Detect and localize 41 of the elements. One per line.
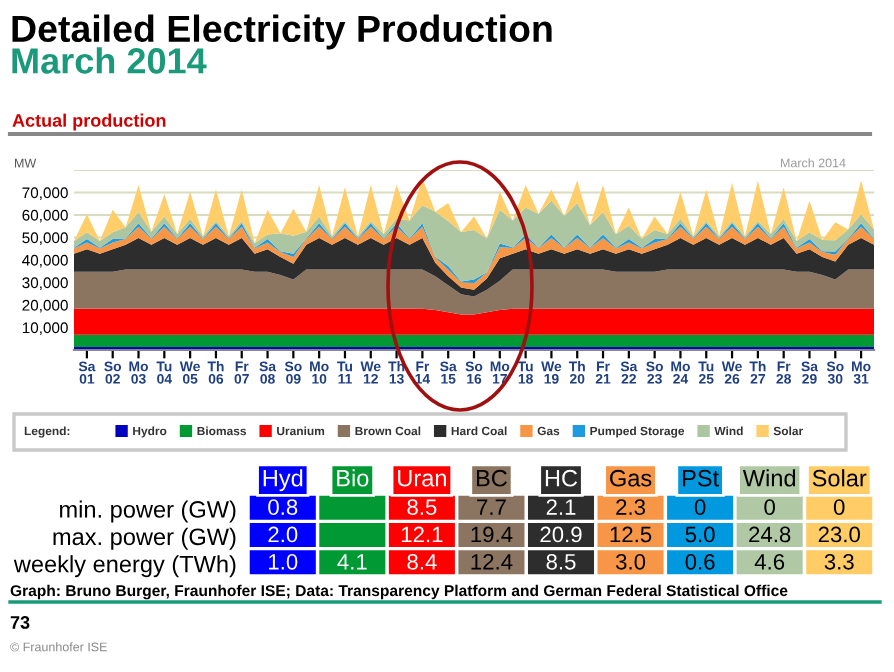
data-label: 0.6 bbox=[685, 553, 715, 570]
x-tick-label: Solar bbox=[812, 469, 867, 487]
data-label: 0 bbox=[764, 499, 775, 515]
data-label: 4.6 bbox=[754, 553, 785, 570]
data-label: 20.9 bbox=[540, 526, 582, 543]
data-label: 12.5 bbox=[610, 526, 652, 543]
data-label: 8.4 bbox=[407, 553, 437, 570]
data-label: 8.5 bbox=[546, 553, 576, 570]
data-label: 2.1 bbox=[546, 499, 576, 515]
data-label: 7.7 bbox=[477, 499, 506, 515]
data-label: 0 bbox=[694, 499, 706, 515]
chart-title: Detailed Electricity Production bbox=[12, 14, 552, 50]
data-label: 0 bbox=[833, 499, 845, 515]
data-label: 1.0 bbox=[269, 553, 298, 570]
y-tick-label: max. power (GW) bbox=[53, 527, 236, 550]
data-label: 5.0 bbox=[685, 526, 715, 543]
data-label: 0.8 bbox=[268, 499, 298, 515]
data-label: 2.3 bbox=[616, 499, 646, 515]
x-tick-label: Gas bbox=[610, 469, 652, 487]
y-tick-label: weekly energy (TWh) bbox=[13, 555, 236, 578]
text: 73 bbox=[10, 616, 30, 629]
y-tick-label: min. power (GW) bbox=[60, 500, 236, 523]
data-label: 24.8 bbox=[749, 526, 791, 543]
x-tick-label: Wind bbox=[742, 469, 796, 487]
x-tick-label: Uran bbox=[398, 470, 446, 487]
data-label: 19.4 bbox=[471, 526, 513, 543]
data-label: 12.4 bbox=[471, 553, 513, 570]
x-tick-label: Hyd bbox=[263, 469, 303, 492]
text: Actual production bbox=[12, 113, 166, 131]
x-tick-label: BC bbox=[476, 469, 507, 487]
x-tick-label: PSt bbox=[683, 469, 719, 487]
x-tick-label: Bio bbox=[337, 469, 369, 487]
data-label: 8.5 bbox=[407, 499, 437, 515]
x-tick-label: HC bbox=[545, 469, 578, 487]
data-label: 4.1 bbox=[337, 554, 367, 570]
data-label: 23.0 bbox=[818, 526, 860, 543]
data-label: 2.0 bbox=[268, 526, 298, 543]
data-label: 12.1 bbox=[401, 526, 443, 543]
data-label: 3.3 bbox=[824, 553, 854, 570]
chart-subtitle: March 2014 bbox=[12, 47, 207, 74]
data-label: 3.0 bbox=[615, 553, 646, 570]
